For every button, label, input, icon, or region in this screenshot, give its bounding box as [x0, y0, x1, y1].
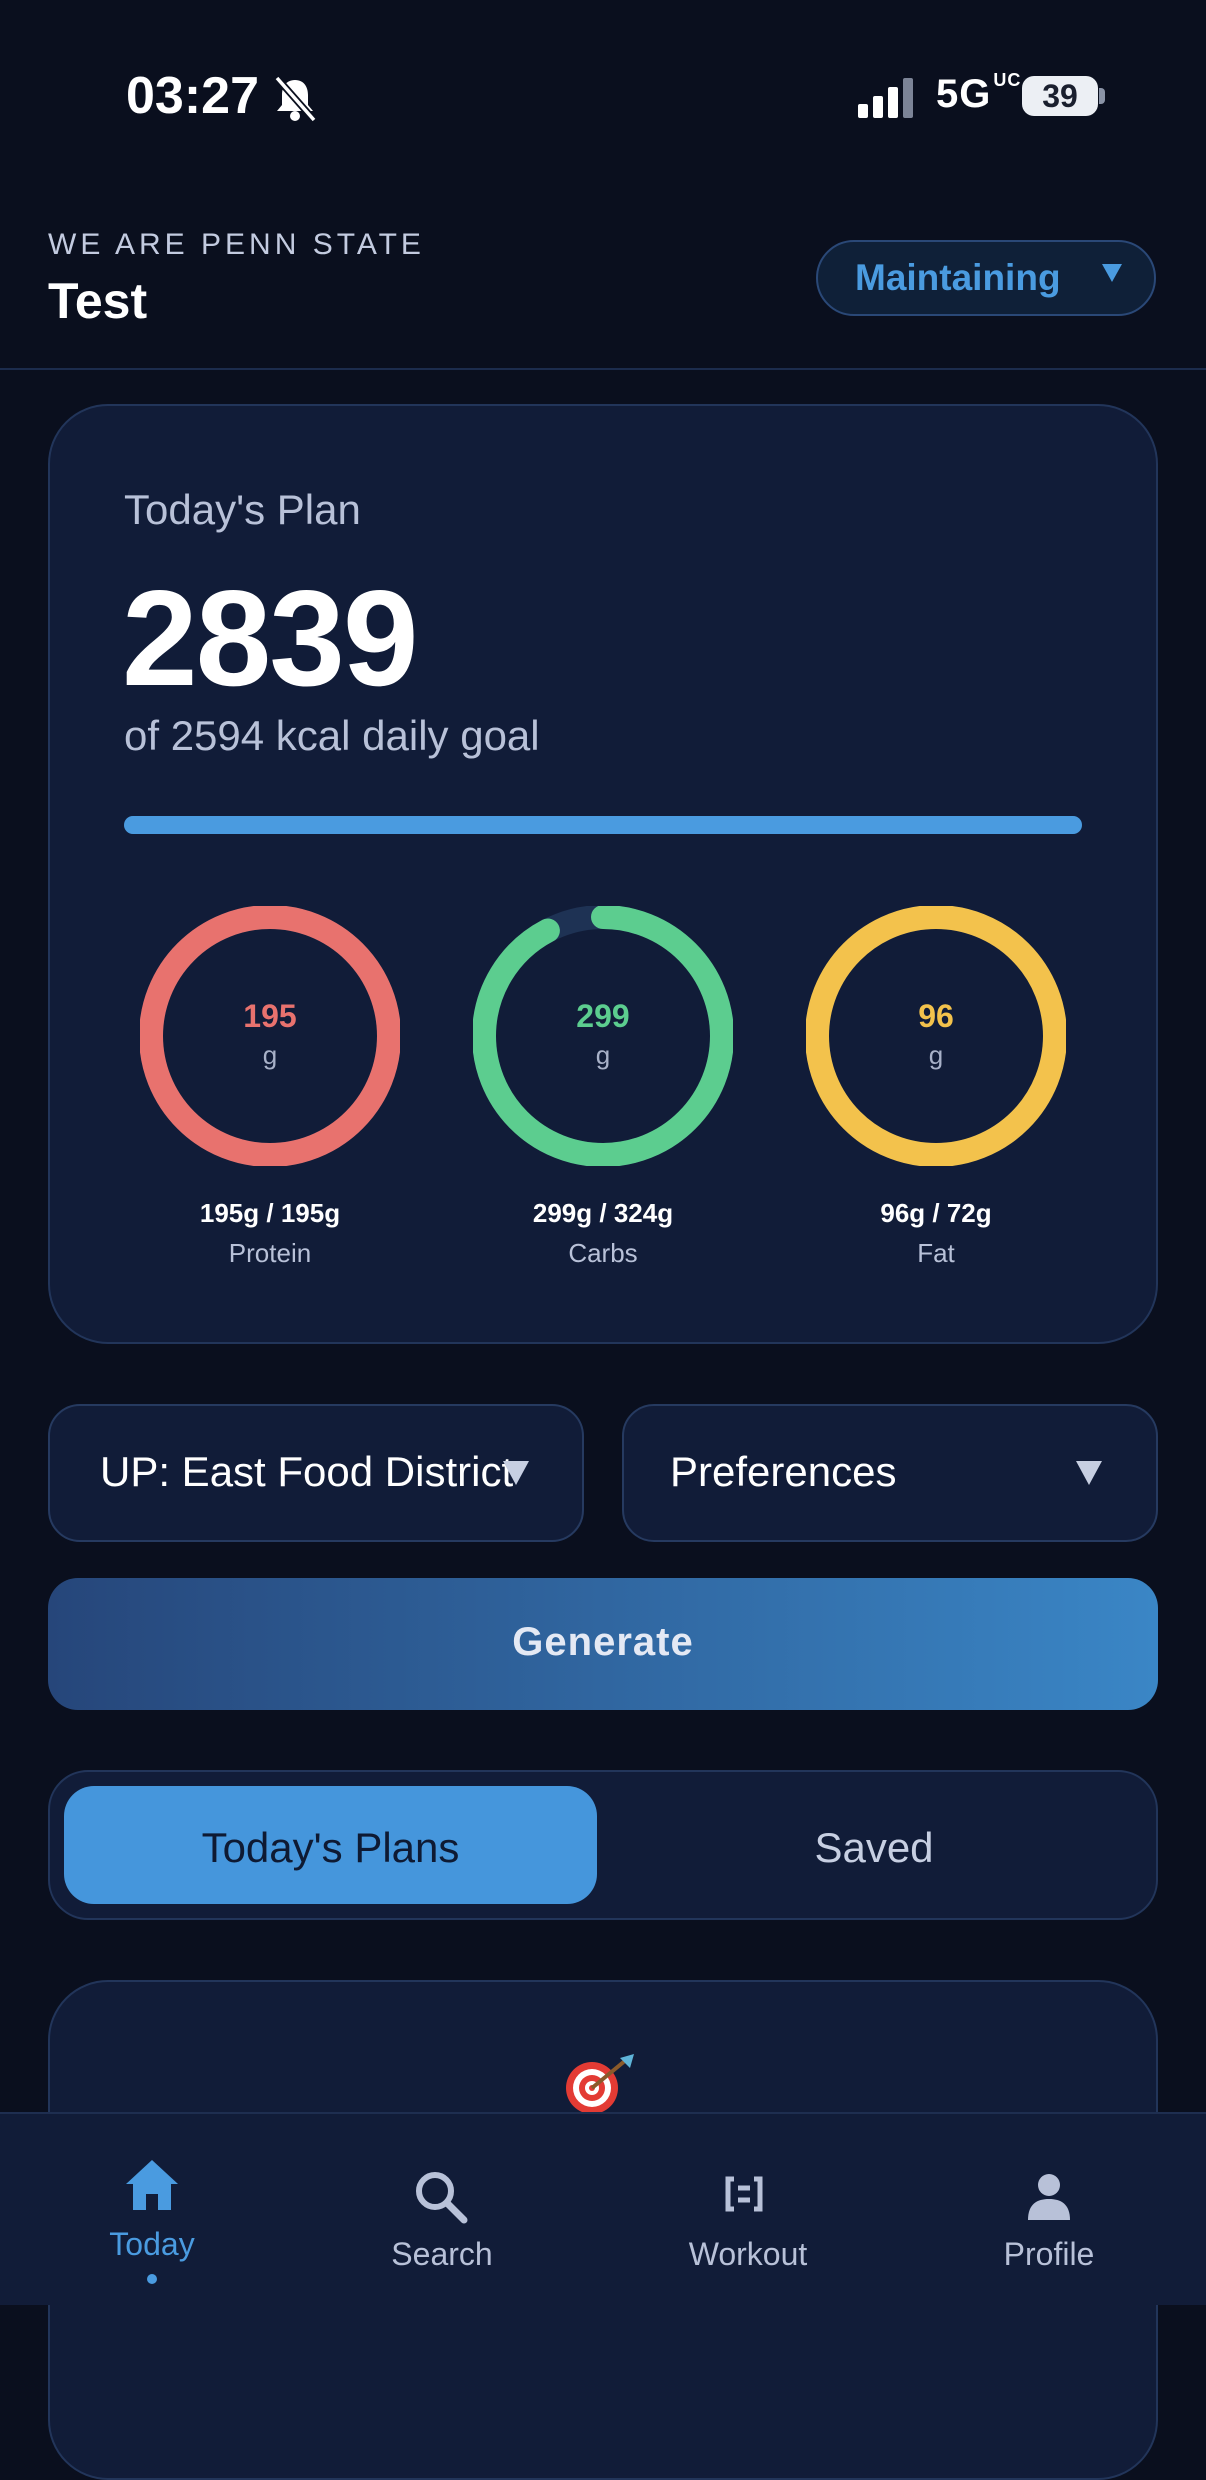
- tab-todays-plans-label: Today's Plans: [201, 1824, 460, 1871]
- battery-nub: [1099, 88, 1105, 104]
- caret-down-icon: [1102, 264, 1122, 282]
- signal-icon: [858, 78, 913, 118]
- protein-ring-unit: g: [262, 1040, 278, 1070]
- fat-amount: 96g / 72g: [880, 1198, 992, 1228]
- protein-label: Protein: [228, 1238, 312, 1268]
- network-indicator: 5G UC: [936, 70, 1022, 116]
- calorie-progress-fill: [124, 816, 1082, 834]
- battery-indicator: 39: [1022, 76, 1098, 116]
- protein-ring: [140, 906, 400, 1166]
- active-tab-indicator: [147, 2274, 157, 2284]
- carbs-ring: [473, 906, 733, 1166]
- carbs-ring-unit: g: [595, 1040, 611, 1070]
- tab-todays-plans[interactable]: [64, 1786, 597, 1904]
- plan-calories: 2839: [122, 562, 419, 714]
- status-time: 03:27: [126, 67, 259, 125]
- header-divider: [0, 368, 1206, 370]
- plan-card: [48, 404, 1158, 1344]
- header-subtitle: WE ARE PENN STATE: [48, 228, 425, 261]
- search-icon[interactable]: [414, 2170, 468, 2224]
- carbs-ring-value: 299: [576, 998, 630, 1034]
- target-icon: [566, 2054, 634, 2112]
- fat-ring-value: 96: [918, 998, 954, 1034]
- protein-ring-value: 195: [243, 998, 297, 1034]
- preferences-caret-icon: [1076, 1461, 1102, 1485]
- location-caret-icon: [503, 1461, 529, 1485]
- fat-label: Fat: [917, 1238, 955, 1268]
- protein-amount: 195g / 195g: [199, 1198, 341, 1228]
- goal-mode-dropdown[interactable]: [816, 240, 1156, 316]
- carbs-amount: 299g / 324g: [532, 1198, 674, 1228]
- page-title: Test: [48, 273, 148, 329]
- preferences-select-value: Preferences: [670, 1448, 897, 1495]
- workout-icon[interactable]: [724, 2176, 764, 2212]
- bell-muted-icon: [274, 75, 317, 123]
- generate-button-label: Generate: [512, 1620, 694, 1664]
- profile-icon[interactable]: [1026, 2172, 1072, 2222]
- tab-saved[interactable]: Saved: [814, 1824, 934, 1871]
- tab-profile-label[interactable]: Profile: [1003, 2236, 1095, 2272]
- bottom-tab-bar: [0, 2112, 1206, 2305]
- goal-mode-label: Maintaining: [855, 257, 1061, 298]
- tab-today-label[interactable]: Today: [109, 2226, 195, 2262]
- tab-workout-label[interactable]: Workout: [688, 2236, 808, 2272]
- fat-ring-unit: g: [928, 1040, 944, 1070]
- plan-goal-text: of 2594 kcal daily goal: [124, 712, 540, 759]
- location-select-value: UP: East Food District: [100, 1448, 514, 1495]
- carbs-label: Carbs: [568, 1238, 638, 1268]
- generate-button[interactable]: [48, 1578, 1158, 1710]
- home-icon[interactable]: [124, 2158, 180, 2212]
- fat-ring: [806, 906, 1066, 1166]
- location-select[interactable]: UP: East Food District: [48, 1404, 584, 1542]
- preferences-select[interactable]: Preferences: [622, 1404, 1158, 1542]
- tab-search-label[interactable]: Search: [391, 2236, 493, 2272]
- plan-label: Today's Plan: [124, 486, 361, 533]
